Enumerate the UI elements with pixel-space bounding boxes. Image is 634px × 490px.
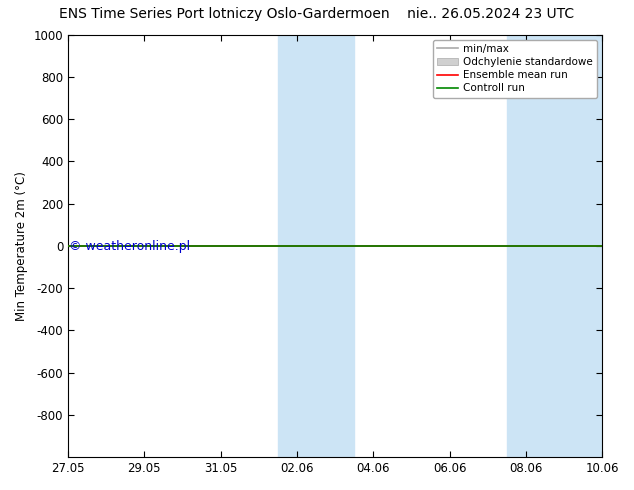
Bar bbox=[507, 35, 602, 457]
Legend: min/max, Odchylenie standardowe, Ensemble mean run, Controll run: min/max, Odchylenie standardowe, Ensembl… bbox=[433, 40, 597, 98]
Y-axis label: Min Temperature 2m (°C): Min Temperature 2m (°C) bbox=[15, 171, 28, 321]
Text: © weatheronline.pl: © weatheronline.pl bbox=[69, 240, 190, 252]
Bar bbox=[278, 35, 354, 457]
Text: ENS Time Series Port lotniczy Oslo-Gardermoen    nie.. 26.05.2024 23 UTC: ENS Time Series Port lotniczy Oslo-Garde… bbox=[60, 7, 574, 22]
